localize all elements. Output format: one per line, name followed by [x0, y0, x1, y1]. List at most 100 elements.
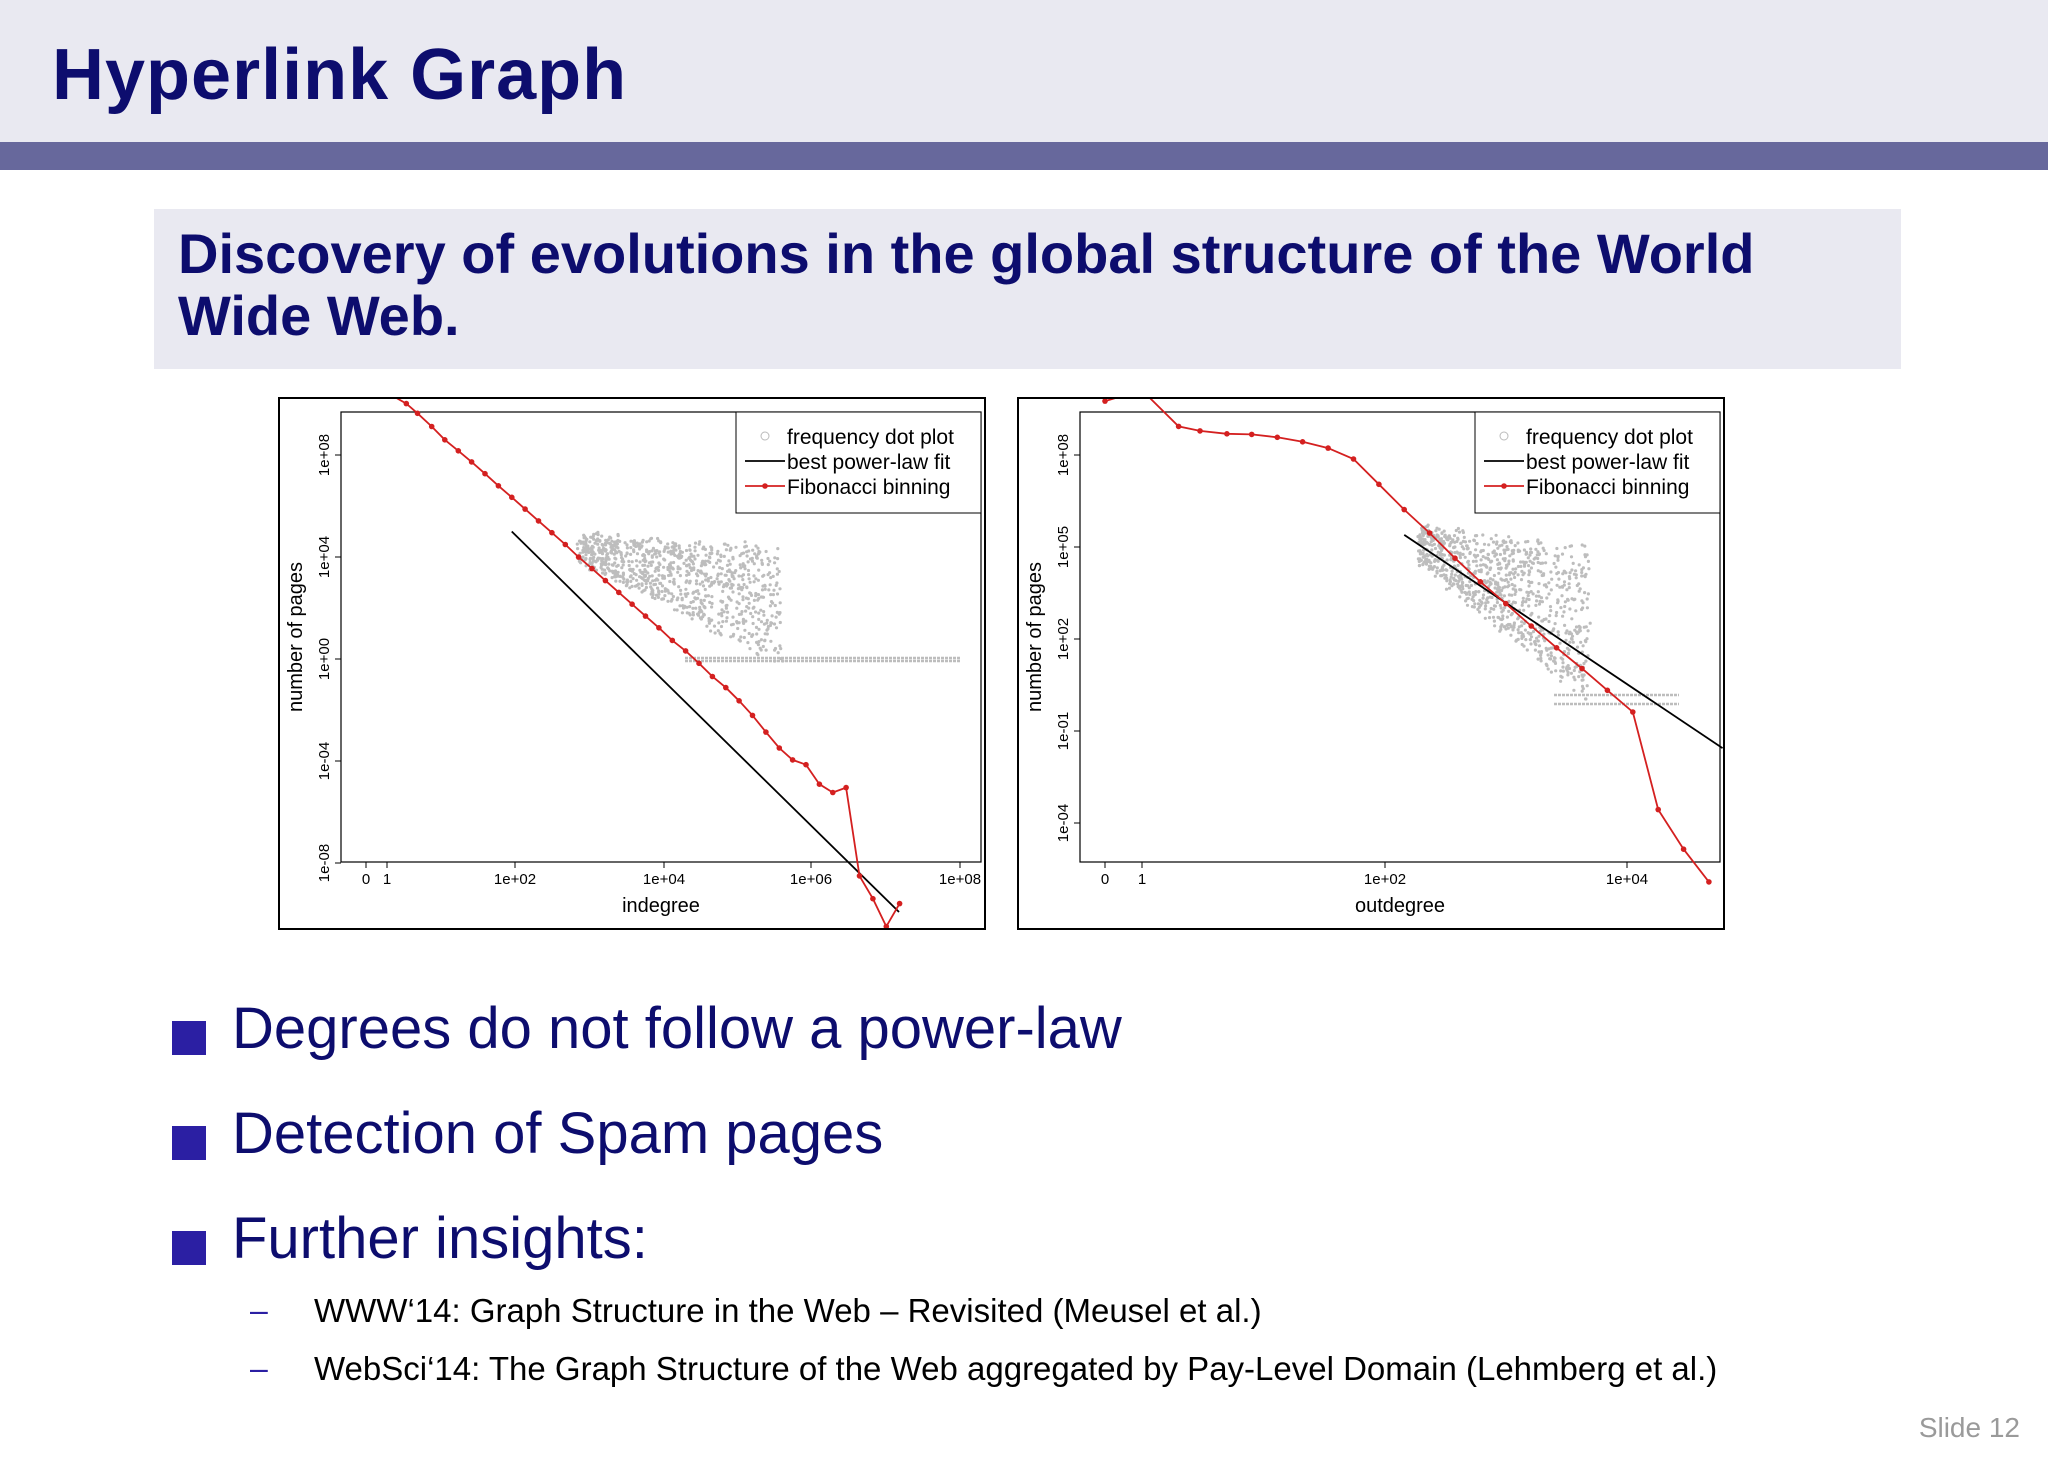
frequency-dot	[1501, 614, 1505, 618]
frequency-dot	[1581, 601, 1585, 605]
frequency-dot	[1506, 547, 1510, 551]
frequency-dot	[1528, 553, 1532, 557]
frequency-dot	[1509, 625, 1513, 629]
frequency-dot	[1465, 603, 1470, 607]
frequency-dot	[745, 605, 749, 609]
fibonacci-bin-point	[1224, 431, 1230, 437]
frequency-dot	[672, 608, 677, 612]
frequency-dot	[636, 542, 640, 546]
frequency-dot	[627, 559, 631, 563]
frequency-dot	[1448, 578, 1452, 582]
fibonacci-bin-point	[1299, 439, 1306, 445]
frequency-dot	[1584, 625, 1588, 629]
frequency-dot	[607, 557, 611, 561]
frequency-dot	[715, 552, 719, 556]
frequency-dot	[1570, 637, 1574, 641]
legend-dot-icon	[760, 431, 770, 441]
frequency-dot	[1566, 598, 1570, 602]
frequency-dot	[1516, 573, 1520, 577]
fibonacci-bin-point	[1579, 665, 1585, 672]
frequency-dot	[704, 563, 708, 567]
frequency-dot	[582, 536, 586, 540]
frequency-dot	[650, 574, 654, 578]
subtitle-box: Discovery of evolutions in the global st…	[154, 209, 1901, 369]
frequency-dot	[1542, 617, 1546, 622]
frequency-dot	[775, 567, 779, 571]
frequency-dot	[1525, 552, 1529, 556]
frequency-dot	[1512, 625, 1516, 629]
frequency-dot	[675, 554, 679, 558]
frequency-dot	[676, 570, 680, 574]
frequency-dot	[1512, 621, 1516, 625]
frequency-dot	[575, 542, 579, 546]
frequency-dot	[698, 582, 702, 586]
frequency-dot	[1484, 604, 1488, 608]
fibonacci-bin-point	[763, 729, 769, 735]
frequency-dot	[1577, 624, 1581, 628]
frequency-dot-cloud	[575, 530, 785, 663]
frequency-dot	[688, 581, 692, 585]
frequency-dot	[1525, 648, 1529, 652]
legend-box	[735, 411, 982, 514]
frequency-dot	[709, 545, 713, 549]
frequency-dot	[1583, 574, 1587, 578]
frequency-dot	[778, 620, 782, 625]
frequency-dot	[694, 597, 698, 601]
frequency-dot	[1511, 628, 1515, 632]
frequency-dot	[761, 574, 765, 578]
frequency-dot	[1498, 552, 1502, 557]
fibonacci-bin-point	[830, 789, 836, 796]
frequency-dot	[1573, 597, 1577, 601]
frequency-dot	[1587, 567, 1591, 571]
frequency-dot	[600, 557, 604, 561]
frequency-dot	[632, 542, 636, 546]
frequency-dot	[1586, 592, 1590, 596]
frequency-dot	[1548, 614, 1552, 618]
frequency-dot	[1546, 653, 1550, 657]
frequency-dot	[751, 548, 755, 552]
frequency-dot	[653, 582, 658, 586]
frequency-dot	[1549, 588, 1553, 592]
frequency-dot	[599, 548, 603, 552]
fibonacci-bin-point	[575, 554, 582, 560]
frequency-dot	[607, 562, 611, 566]
frequency-dot	[1541, 573, 1546, 577]
frequency-dot	[619, 551, 623, 555]
frequency-dot	[713, 631, 717, 635]
frequency-dot	[775, 592, 780, 596]
frequency-dot	[638, 560, 642, 564]
frequency-dot	[684, 587, 688, 591]
frequency-dot	[655, 555, 659, 559]
frequency-dot	[1542, 632, 1546, 636]
frequency-dot	[1472, 605, 1476, 609]
frequency-dot	[1522, 608, 1526, 612]
frequency-dot	[1569, 671, 1573, 675]
frequency-dot	[688, 566, 692, 570]
frequency-dot	[719, 553, 723, 557]
outdegree-chart: 0 1 1e+02 1e+04 1e+08 1e+05 1e+02 1e-01 1e-04 out…	[1017, 397, 1725, 930]
frequency-dot	[630, 584, 634, 588]
frequency-dot	[1424, 562, 1429, 566]
frequency-dot	[656, 595, 660, 599]
subtitle-text: Discovery of evolutions in the global st…	[178, 222, 1755, 347]
frequency-dot	[630, 560, 634, 564]
bullet-list: Degrees do not follow a power-law Detect…	[172, 995, 1972, 1310]
frequency-dot	[616, 573, 620, 577]
frequency-dot	[1421, 551, 1425, 555]
frequency-dot	[758, 550, 762, 554]
fibonacci-bin-point	[535, 518, 542, 524]
frequency-dot	[606, 552, 610, 556]
frequency-dot	[1505, 545, 1509, 549]
frequency-dot	[778, 587, 782, 591]
frequency-dot	[715, 561, 719, 565]
frequency-dot	[1500, 617, 1504, 622]
frequency-dot	[1531, 630, 1536, 634]
frequency-dot	[1522, 634, 1526, 639]
frequency-dot	[710, 601, 714, 606]
frequency-dot	[712, 624, 717, 628]
frequency-dot	[1448, 542, 1452, 546]
frequency-dot	[1564, 638, 1568, 642]
frequency-dot	[625, 580, 630, 584]
frequency-dot	[614, 540, 618, 544]
frequency-dot	[1574, 576, 1578, 580]
